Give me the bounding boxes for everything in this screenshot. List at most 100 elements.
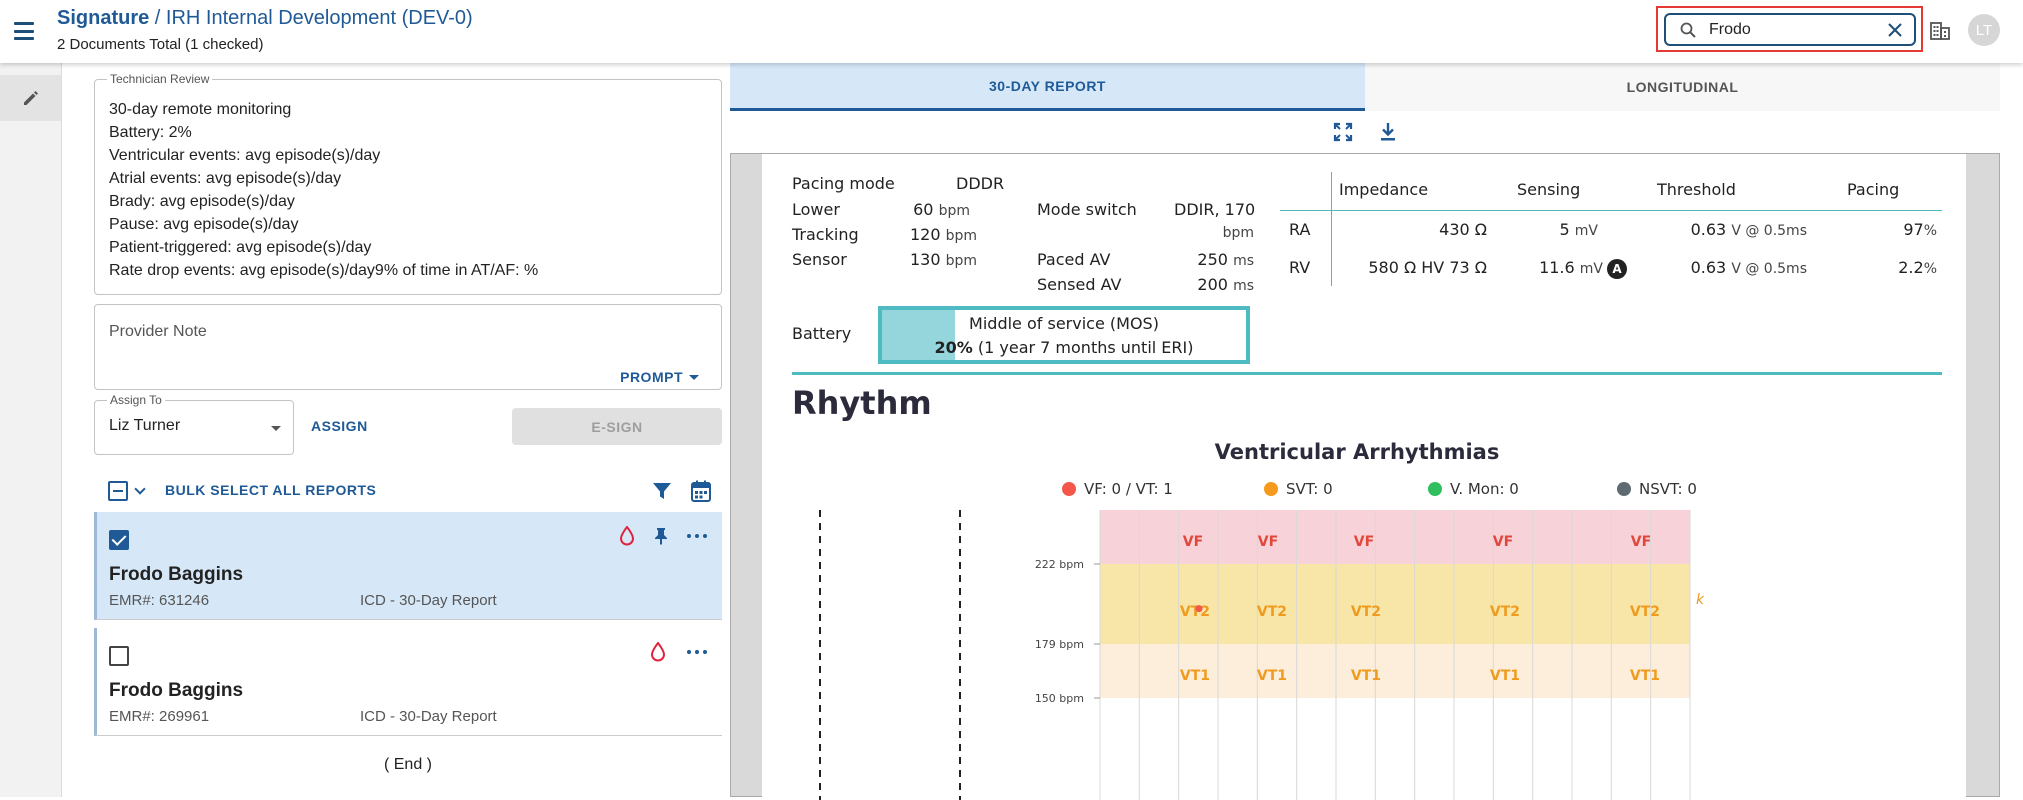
technician-review-label: Technician Review — [107, 72, 213, 86]
document-card[interactable]: Frodo Baggins EMR#: 631246 ICD - 30-Day … — [94, 512, 722, 620]
mode-switch-value: DDIR, 170 — [1174, 200, 1256, 219]
technician-review-text[interactable]: 30-day remote monitoring Battery: 2% Ven… — [109, 98, 538, 282]
document-count: 2 Documents Total (1 checked) — [57, 36, 264, 53]
close-icon[interactable] — [1886, 21, 1904, 39]
zone-label: VT1 — [1351, 668, 1381, 684]
zone-label: VF — [1631, 534, 1651, 550]
zone-label: VT1 — [1490, 668, 1520, 684]
threshold-header: Threshold — [1657, 180, 1736, 199]
zone-label: VT1 — [1630, 668, 1660, 684]
avatar[interactable]: LT — [1968, 14, 2000, 46]
legend-label: VF: 0 / VT: 1 — [1084, 480, 1173, 498]
legend-item[interactable]: V. Mon: 0 — [1428, 480, 1519, 498]
legend-dot — [1264, 482, 1278, 496]
document-checkbox[interactable] — [109, 646, 129, 666]
review-line: Ventricular events: avg episode(s)/day — [109, 147, 381, 164]
assign-to-value: Liz Turner — [109, 417, 181, 434]
blood-drop-icon[interactable] — [619, 526, 635, 546]
chevron-down-icon[interactable] — [134, 483, 146, 495]
pencil-icon — [23, 91, 38, 105]
document-card[interactable]: Frodo Baggins EMR#: 269961 ICD - 30-Day … — [94, 628, 722, 736]
legend-dot — [1428, 482, 1442, 496]
zone-band — [1100, 510, 1690, 564]
download-icon[interactable] — [1378, 122, 1398, 142]
pacing-header: Pacing — [1847, 180, 1900, 199]
report-type: ICD - 30-Day Report — [360, 592, 497, 609]
document-checkbox[interactable] — [109, 530, 129, 550]
list-end: ( End ) — [383, 756, 432, 773]
legend-label: SVT: 0 — [1286, 480, 1333, 498]
lead-table-divider — [1331, 172, 1332, 286]
zone-band — [1100, 564, 1690, 644]
sensed-av-label: Sensed AV — [1037, 275, 1122, 294]
calendar-icon[interactable] — [691, 480, 711, 502]
mode-switch-unit: bpm — [1222, 225, 1254, 241]
app-name[interactable]: Signature — [57, 7, 150, 29]
section-divider — [792, 372, 1942, 375]
lead-threshold: 0.63 V @ 0.5ms — [1690, 220, 1807, 239]
edge-label: k — [1696, 592, 1705, 608]
review-line: Atrial events: avg episode(s)/day — [109, 170, 342, 187]
fullscreen-icon[interactable] — [1333, 122, 1353, 142]
review-line: Patient-triggered: avg episode(s)/day — [109, 239, 372, 256]
bulk-select-checkbox[interactable] — [108, 481, 128, 501]
emr-number: EMR#: 269961 — [109, 708, 210, 725]
review-line: Rate drop events: avg episode(s)/day9% o… — [109, 262, 539, 279]
search-box[interactable] — [1664, 13, 1916, 46]
lead-threshold: 0.63 V @ 0.5ms — [1690, 258, 1807, 277]
lead-pacing: 97% — [1903, 220, 1937, 239]
esign-button[interactable]: E-SIGN — [512, 408, 722, 445]
left-rail — [0, 63, 62, 797]
report-type: ICD - 30-Day Report — [360, 708, 497, 725]
tracking-label: Tracking — [792, 225, 859, 244]
filter-icon[interactable] — [652, 481, 672, 501]
paced-av-value: 250 ms — [1197, 250, 1254, 269]
assign-button[interactable]: ASSIGN — [311, 418, 368, 434]
emr-number: EMR#: 631246 — [109, 592, 210, 609]
pacing-mode-value: DDDR — [956, 174, 1005, 193]
menu-icon[interactable] — [12, 19, 36, 43]
zone-label: VF — [1493, 534, 1513, 550]
more-icon[interactable] — [687, 534, 707, 540]
search-input[interactable] — [1709, 19, 1879, 41]
tab-30-day-report[interactable]: 30-DAY REPORT — [730, 63, 1365, 111]
tab-longitudinal[interactable]: LONGITUDINAL — [1626, 79, 1739, 95]
building-icon[interactable] — [1930, 20, 1950, 40]
zone-label: VT2 — [1490, 604, 1520, 620]
lower-label: Lower — [792, 200, 840, 219]
zone-label: VF — [1183, 534, 1203, 550]
org-name: IRH Internal Development (DEV-0) — [165, 7, 473, 29]
patient-name: Frodo Baggins — [109, 680, 244, 701]
bulk-select-row: BULK SELECT ALL REPORTS — [94, 476, 722, 508]
zone-label: VT1 — [1257, 668, 1287, 684]
review-line: Pause: avg episode(s)/day — [109, 216, 299, 233]
edit-button[interactable] — [0, 75, 61, 121]
legend-item[interactable]: VF: 0 / VT: 1 — [1062, 480, 1173, 498]
provider-note-field[interactable]: Provider Note PROMPT — [94, 304, 722, 390]
bulk-select-button[interactable]: BULK SELECT ALL REPORTS — [165, 482, 377, 498]
search-icon — [1680, 22, 1696, 38]
ventricular-arrhythmia-chart: 222 bpm 179 bpm 150 bpm VF VF VF VF VF VT2 VT2 VT2… — [819, 510, 1705, 800]
pin-icon[interactable] — [653, 527, 669, 545]
more-icon[interactable] — [687, 650, 707, 656]
y-tick-label: 222 bpm — [1035, 558, 1084, 571]
assign-to-select[interactable]: Assign To Liz Turner — [94, 393, 294, 455]
legend-label: NSVT: 0 — [1639, 480, 1697, 498]
pacing-mode-label: Pacing mode — [792, 174, 895, 193]
page-title: Signature / IRH Internal Development (DE… — [57, 7, 473, 30]
prompt-button[interactable]: PROMPT — [620, 369, 699, 385]
alert-badge-icon[interactable]: A — [1607, 258, 1627, 279]
blood-drop-icon[interactable] — [650, 642, 666, 662]
lead-sensing: 11.6 mV A — [1492, 258, 1627, 279]
legend-item[interactable]: SVT: 0 — [1264, 480, 1333, 498]
patient-name: Frodo Baggins — [109, 564, 244, 585]
legend-item[interactable]: NSVT: 0 — [1617, 480, 1697, 498]
zone-label: VF — [1354, 534, 1374, 550]
zone-label: VT2 — [1351, 604, 1381, 620]
battery-detail: 20% (1 year 7 months until ERI) — [934, 338, 1194, 357]
sensed-av-value: 200 ms — [1197, 275, 1254, 294]
review-line: 30-day remote monitoring — [109, 101, 292, 118]
provider-note-placeholder: Provider Note — [109, 323, 207, 340]
legend-dot — [1062, 482, 1076, 496]
technician-review[interactable]: Technician Review 30-day remote monitori… — [94, 72, 722, 295]
